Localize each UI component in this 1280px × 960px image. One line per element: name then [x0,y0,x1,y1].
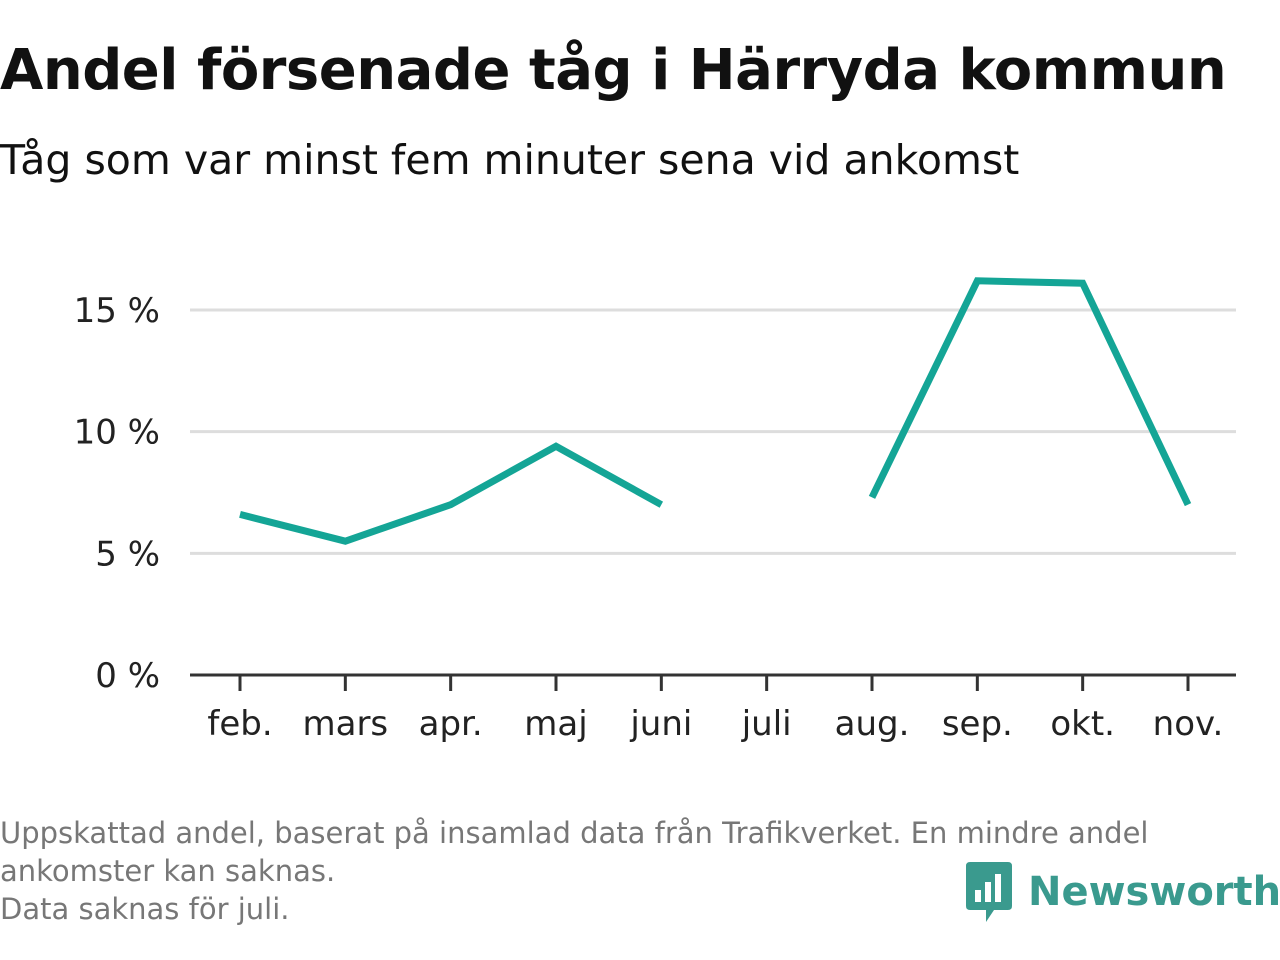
chart-title: Andel försenade tåg i Härryda kommun [0,38,1227,103]
x-tick-label: aug. [835,704,910,744]
x-tick-label: nov. [1153,704,1224,744]
footer-note: Uppskattad andel, baserat på insamlad da… [0,814,1270,928]
x-tick-label: juli [741,704,792,744]
series-line-segment [868,277,1192,507]
x-tick-label: sep. [942,704,1013,744]
newsworthy-logo: Newsworthy [964,862,1280,922]
newsworthy-brand-name: Newsworthy [1028,869,1280,915]
footer-note-line: Data saknas för juli. [0,892,290,926]
footer-note-line: ankomster kan saknas. [0,854,336,888]
x-tick-label: mars [303,704,389,744]
newsworthy-logo-icon [966,862,1012,922]
y-tick-label: 0 % [95,656,160,696]
y-tick-label: 10 % [74,413,160,453]
y-tick-label: 15 % [74,291,160,331]
x-tick-label: okt. [1050,704,1115,744]
y-tick-label: 5 % [95,534,160,574]
x-tick-label: apr. [419,704,483,744]
line-chart: 0 % 5 % 10 % 15 % feb. mars apr. maj juni juli aug… [74,277,1236,744]
footer-note-line: Uppskattad andel, baserat på insamlad da… [0,816,1149,850]
x-tick-label: maj [524,704,587,744]
x-tick-label: juni [629,704,692,744]
x-tick-label: feb. [207,704,272,744]
series-line-segment [239,442,664,545]
chart-subtitle: Tåg som var minst fem minuter sena vid a… [0,136,1020,184]
